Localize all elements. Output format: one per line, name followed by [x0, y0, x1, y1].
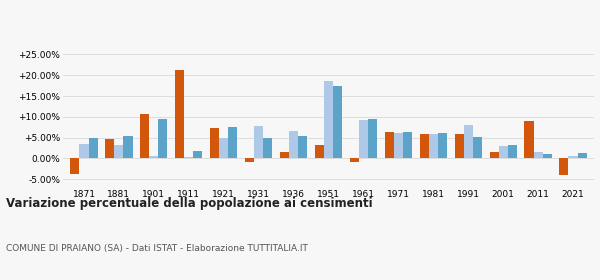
Bar	[385, 132, 394, 158]
Text: Variazione percentuale della popolazione ai censimenti: Variazione percentuale della popolazione…	[6, 197, 373, 210]
Bar	[473, 137, 482, 158]
Bar	[105, 139, 115, 158]
Bar	[228, 127, 238, 158]
Text: COMUNE DI PRAIANO (SA) - Dati ISTAT - Elaborazione TUTTITALIA.IT: COMUNE DI PRAIANO (SA) - Dati ISTAT - El…	[6, 244, 308, 253]
Bar	[158, 119, 167, 158]
Bar	[438, 133, 447, 158]
Bar	[568, 156, 578, 158]
Bar	[289, 131, 298, 158]
Bar	[419, 134, 429, 158]
Bar	[210, 128, 219, 158]
Bar	[140, 114, 149, 158]
Bar	[89, 138, 98, 158]
Bar	[464, 125, 473, 158]
Bar	[533, 152, 542, 158]
Bar	[315, 145, 324, 158]
Bar	[70, 158, 79, 174]
Bar	[542, 154, 552, 158]
Bar	[490, 152, 499, 158]
Bar	[149, 157, 158, 158]
Bar	[359, 120, 368, 158]
Bar	[394, 133, 403, 158]
Bar	[263, 138, 272, 158]
Bar	[280, 152, 289, 158]
Bar	[219, 138, 228, 158]
Bar	[350, 158, 359, 162]
Bar	[79, 144, 89, 158]
Bar	[115, 145, 124, 158]
Bar	[254, 127, 263, 158]
Bar	[193, 151, 202, 158]
Bar	[124, 136, 133, 158]
Bar	[245, 158, 254, 162]
Bar	[368, 119, 377, 158]
Bar	[559, 158, 568, 175]
Bar	[333, 86, 342, 158]
Bar	[499, 146, 508, 158]
Bar	[324, 81, 333, 158]
Bar	[175, 70, 184, 158]
Bar	[508, 145, 517, 158]
Bar	[429, 134, 438, 158]
Bar	[578, 153, 587, 158]
Bar	[524, 121, 533, 158]
Bar	[403, 132, 412, 158]
Bar	[184, 157, 193, 158]
Bar	[298, 136, 307, 158]
Bar	[455, 134, 464, 158]
